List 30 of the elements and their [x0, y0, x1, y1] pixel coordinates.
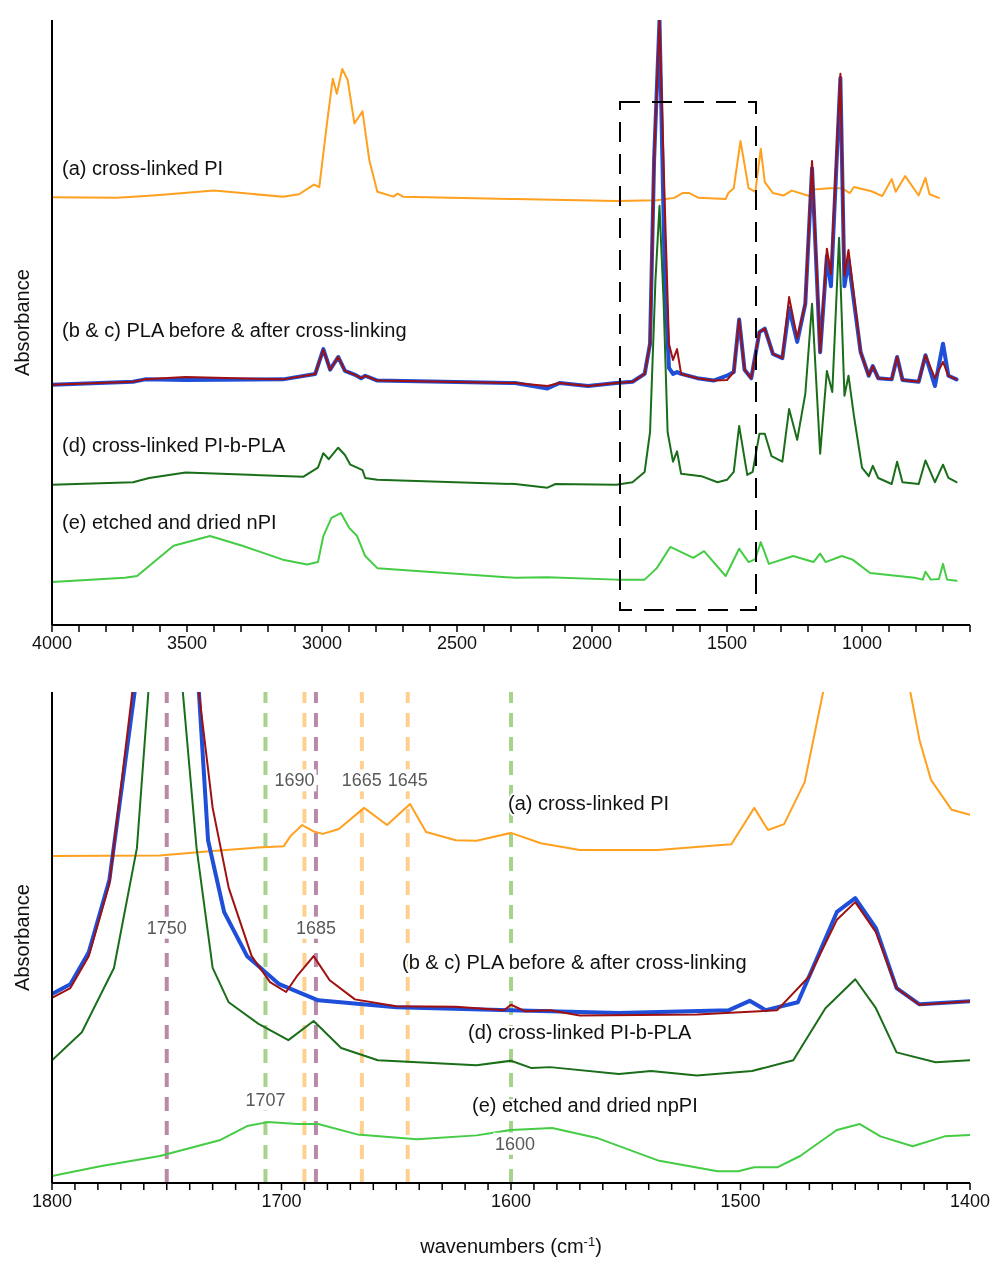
x-tick-label: 3000: [301, 633, 343, 654]
ref-line-label: 1750: [146, 917, 187, 938]
annotation: (a) cross-linked PI: [62, 157, 224, 179]
ref-line-label: 1645: [387, 770, 428, 791]
ref-line-label: 1707: [245, 1089, 286, 1110]
x-tick-label: 1600: [490, 1191, 532, 1212]
ref-line-label: 1600: [494, 1133, 536, 1154]
x-tick-label: 4000: [31, 633, 73, 654]
annotation: (d) cross-linked PI-b-PLA: [62, 434, 287, 456]
x-tick-label: 1500: [720, 1191, 761, 1212]
x-tick-label: 2000: [571, 633, 613, 654]
annotation: (a) cross-linked PI: [508, 792, 670, 814]
x-tick-label: 1800: [31, 1191, 73, 1212]
ref-line-label: 1665: [341, 770, 382, 791]
x-tick-label: 1400: [949, 1191, 991, 1212]
annotation: (e) etched and dried nPI: [62, 511, 277, 533]
ref-line-label: 1685: [295, 917, 336, 938]
x-tick-label: 1500: [706, 633, 748, 654]
y-axis-title: Absorbance: [11, 269, 33, 376]
x-tick-label: 3500: [166, 633, 208, 654]
x-tick-label: 2500: [436, 633, 478, 654]
annotation: (b & c) PLA before & after cross-linking: [62, 319, 407, 341]
x-axis-title: wavenumbers (cm$^{-1}$): [419, 1233, 602, 1257]
annotation: (e) etched and dried npPI: [472, 1094, 698, 1116]
x-tick-label: 1700: [261, 1191, 302, 1212]
ref-line-label: 1690: [274, 770, 315, 791]
annotation: (d) cross-linked PI-b-PLA: [468, 1021, 693, 1043]
x-tick-label: 1000: [841, 633, 883, 654]
annotation: (b & c) PLA before & after cross-linking: [402, 951, 747, 973]
y-axis-title: Absorbance: [11, 884, 33, 991]
